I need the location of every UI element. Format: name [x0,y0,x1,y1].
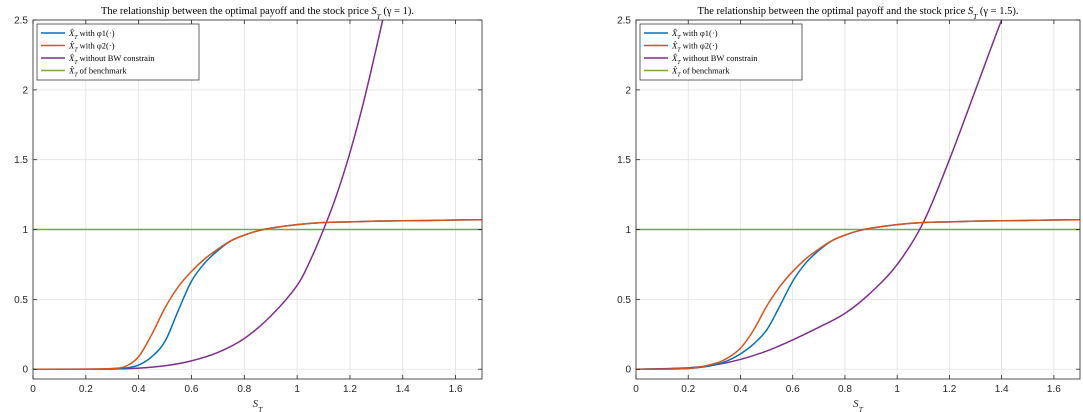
y-tick-label: 1.5 [14,155,28,166]
chart-title: The relationship between the optimal pay… [698,6,1019,21]
legend-label: X̂T with φ2(·) [671,40,718,53]
y-tick-label: 0.5 [617,295,631,306]
x-tick-label: 1.6 [449,384,463,395]
series-line-2 [636,20,1003,370]
series-line-2 [33,20,384,370]
x-tick-label: 0.2 [681,384,695,395]
series-group [33,20,482,371]
series-group [636,20,1080,370]
x-tick-label: 1.2 [343,384,357,395]
chart-panel-gamma-1: 0 0.2 0.4 0.6 0.8 1 1.2 1.4 1.6 0 0.5 1 1.5 2 2.5 The r… [14,6,483,412]
legend-label: X̂T of benchmark [671,65,730,78]
x-tick-label: 0.2 [79,384,93,395]
x-tick-label: 1 [894,384,900,395]
x-tick-label: 0.4 [132,384,146,395]
x-tick-label: 0.6 [786,384,800,395]
x-tick-label: 0.6 [185,384,199,395]
x-axis-label: ST [853,398,864,412]
axes-box [32,19,483,380]
legend-label: X̂T with φ1(·) [68,28,115,41]
y-tick-label: 2.5 [617,16,631,27]
legend: X̂T with φ1(·)X̂T with φ2(·)X̂T without … [639,23,803,81]
series-line-1 [636,219,1080,370]
chart-title: The relationship between the optimal pay… [101,6,414,21]
legend-label: X̂T with φ1(·) [671,28,718,41]
y-tick-label: 0 [625,365,631,376]
x-tick-label: 0 [633,384,639,395]
chart-panel-gamma-1-5: 0 0.2 0.4 0.6 0.8 1 1.2 1.4 1.6 0 0.5 1 1.5 2 2.5 The r… [617,6,1081,412]
y-tick-label: 2 [22,85,28,96]
x-tick-label: 0.8 [838,384,852,395]
x-tick-label: 1.4 [396,384,410,395]
x-tick-label: 0.8 [237,384,251,395]
x-axis-label: ST [253,398,264,412]
x-tick-label: 1.2 [942,384,956,395]
y-tick-label: 2 [625,85,631,96]
y-tick-label: 1.5 [617,155,631,166]
x-tick-label: 1.4 [995,384,1009,395]
legend: X̂T with φ1(·)X̂T with φ2(·)X̂T without … [36,23,200,81]
x-tick-label: 1.6 [1047,384,1061,395]
legend-label: X̂T with φ2(·) [68,40,115,53]
legend-label: X̂T without BW constrain [671,53,758,66]
series-line-1 [33,219,482,371]
axes-box [635,19,1081,380]
y-tick-label: 1 [625,225,631,236]
legend-label: X̂T without BW constrain [68,53,155,66]
legend-label: X̂T of benchmark [68,65,127,78]
x-tick-label: 1 [294,384,300,395]
y-tick-label: 0 [22,365,28,376]
x-tick-label: 0.4 [734,384,748,395]
x-tick-label: 0 [30,384,36,395]
y-tick-label: 0.5 [14,295,28,306]
y-tick-label: 2.5 [14,16,28,27]
y-tick-label: 1 [22,225,28,236]
